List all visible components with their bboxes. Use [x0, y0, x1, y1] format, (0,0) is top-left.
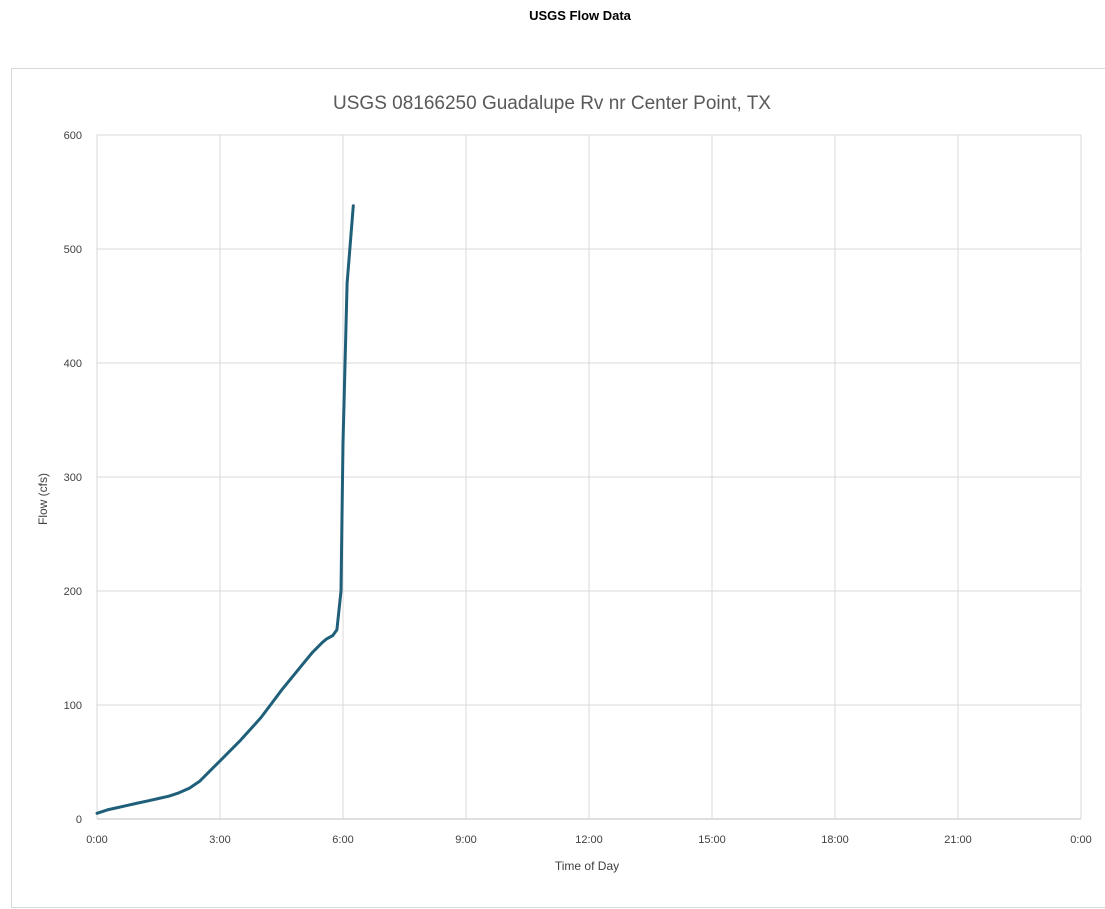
y-tick-label: 300 — [64, 472, 82, 484]
chart-title: USGS 08166250 Guadalupe Rv nr Center Poi… — [333, 93, 771, 114]
x-tick-label: 18:00 — [821, 834, 849, 846]
y-tick-label: 400 — [64, 358, 82, 370]
x-tick-label: 21:00 — [944, 834, 972, 846]
y-tick-label: 500 — [64, 244, 82, 256]
x-tick-label: 0:00 — [86, 834, 107, 846]
x-tick-label: 6:00 — [332, 834, 353, 846]
chart-frame: USGS 08166250 Guadalupe Rv nr Center Poi… — [11, 68, 1105, 908]
x-tick-label: 12:00 — [575, 834, 603, 846]
y-tick-label: 200 — [64, 586, 82, 598]
x-tick-label: 15:00 — [698, 834, 726, 846]
grid-lines — [96, 134, 1082, 820]
y-tick-label: 100 — [64, 700, 82, 712]
y-axis-label: Flow (cfs) — [36, 473, 50, 525]
y-tick-label: 0 — [76, 814, 82, 826]
y-tick-labels: 0 100 200 300 400 500 600 — [64, 130, 82, 826]
x-axis-label: Time of Day — [555, 859, 619, 873]
x-tick-label: 3:00 — [209, 834, 230, 846]
x-tick-labels: 0:00 3:00 6:00 9:00 12:00 15:00 18:00 21:00 0:00 — [86, 834, 1091, 846]
y-tick-label: 600 — [64, 130, 82, 142]
flow-series-line — [95, 204, 355, 815]
x-tick-label: 9:00 — [455, 834, 476, 846]
flow-chart: USGS 08166250 Guadalupe Rv nr Center Poi… — [36, 93, 1092, 873]
x-tick-label: 0:00 — [1070, 834, 1091, 846]
page-heading: USGS Flow Data — [529, 8, 631, 23]
